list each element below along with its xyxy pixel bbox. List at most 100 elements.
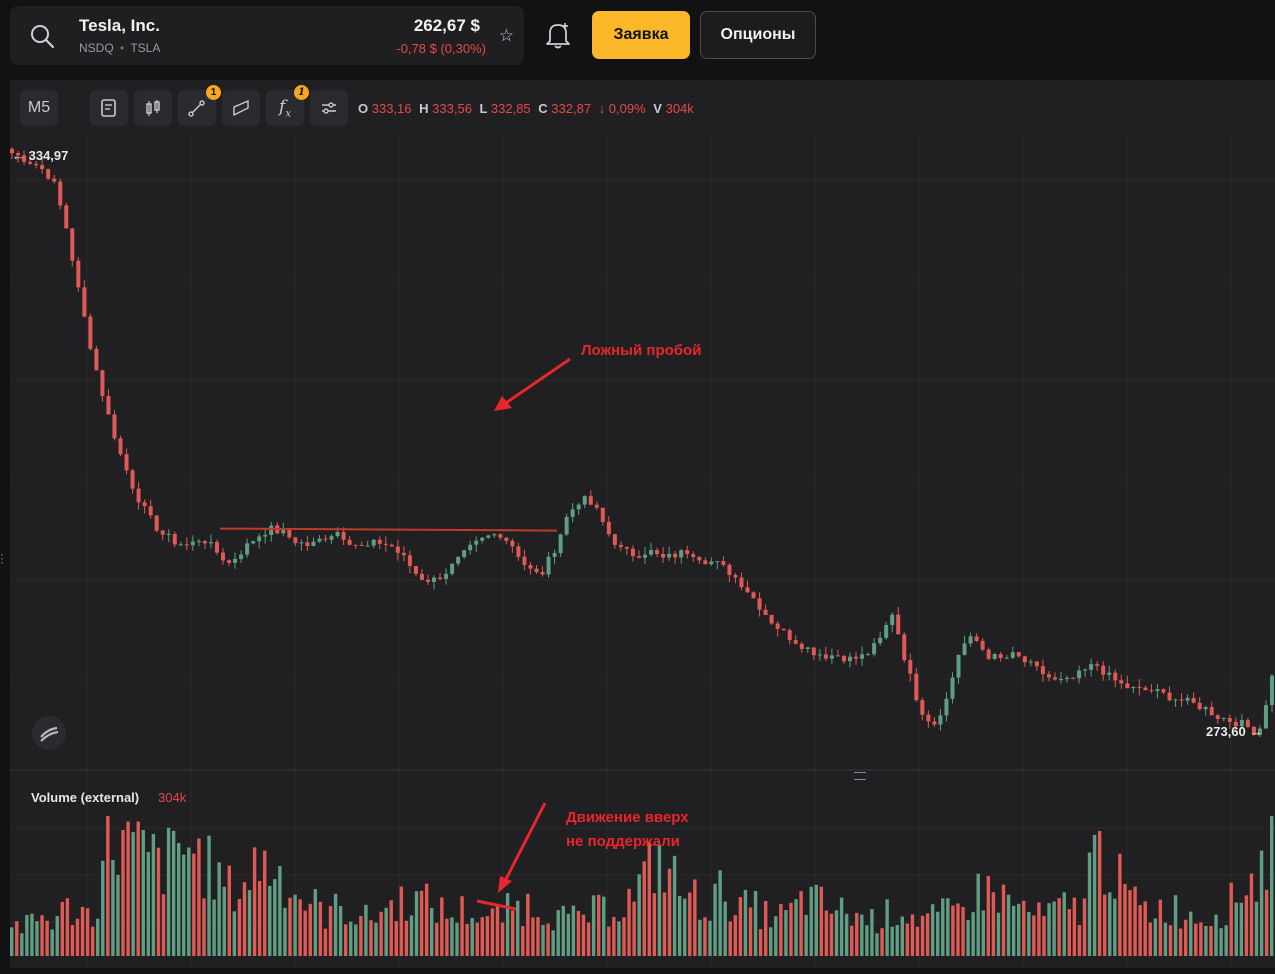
volume-bar	[769, 927, 773, 956]
volume-bar	[1239, 902, 1244, 956]
search-icon[interactable]	[28, 22, 56, 50]
candle-body	[841, 655, 846, 662]
volume-bar	[50, 929, 54, 956]
volume-bar	[551, 930, 555, 956]
volume-bar	[1259, 850, 1264, 956]
volume-bar	[703, 917, 707, 956]
side-drag-icon[interactable]: · · ·	[0, 547, 4, 569]
volume-bar	[850, 925, 854, 956]
candle-body	[1245, 720, 1250, 727]
notes-icon[interactable]	[90, 90, 128, 126]
ohlc-readout: O 333,16 H 333,56 L 332,85 C 332,87 ↓ 0,…	[358, 101, 698, 116]
candle-body	[775, 623, 780, 629]
close-value: 332,87	[551, 101, 592, 116]
volume-bar	[617, 921, 621, 956]
candle-body	[136, 488, 141, 503]
ticker-subtitle: NSDQ • TSLA	[79, 41, 160, 55]
volume-bar	[956, 903, 960, 956]
volume-bar	[227, 865, 231, 956]
pattern-icon[interactable]	[222, 90, 260, 126]
volume-readout: 304k	[665, 101, 694, 116]
candle-body	[667, 553, 672, 558]
volume-bar	[556, 910, 560, 956]
candle-body	[64, 205, 69, 229]
candle-body	[630, 548, 635, 557]
volume-bar	[192, 853, 196, 956]
volume-bar	[1011, 905, 1016, 956]
pane-resize-handle[interactable]	[854, 772, 866, 780]
volume-bar	[804, 914, 808, 956]
candle-body	[854, 656, 859, 659]
volume-bar	[890, 926, 894, 956]
volume-bar	[683, 898, 687, 956]
candle-body	[1065, 677, 1070, 679]
drawing-icon[interactable]: 1	[178, 85, 221, 126]
candle-body	[1107, 672, 1112, 675]
price-chart[interactable]	[10, 80, 1275, 968]
candle-body	[305, 542, 310, 547]
candle-body	[829, 655, 834, 659]
indicators-icon[interactable]: fx 1	[266, 85, 309, 126]
volume-bar	[880, 928, 884, 956]
volume-bar	[607, 926, 611, 956]
candle-body	[419, 573, 424, 580]
volume-bar	[708, 920, 712, 956]
volume-bar	[197, 838, 201, 956]
fx-glyph: fx	[279, 96, 291, 120]
resistance-line	[219, 527, 558, 532]
volume-bar	[1194, 923, 1198, 956]
candle-body	[1016, 652, 1021, 657]
volume-bar	[323, 928, 328, 956]
volume-bar	[182, 854, 186, 956]
volume-bar	[809, 886, 813, 956]
candle-body	[22, 155, 27, 162]
settings-icon[interactable]	[310, 90, 348, 126]
volume-bar	[1249, 873, 1254, 956]
volume-bar	[96, 918, 100, 956]
candle-body	[16, 153, 21, 156]
volume-bar	[510, 910, 515, 956]
options-button[interactable]: Опционы	[700, 11, 816, 59]
tradingview-logo-icon[interactable]	[32, 716, 66, 750]
volume-bar	[627, 888, 631, 956]
price-change: -0,78 $ (0,30%)	[396, 41, 486, 56]
candle-body	[94, 348, 99, 371]
volume-bar	[693, 879, 697, 956]
candle-body	[227, 560, 232, 563]
candle-body	[221, 552, 226, 561]
volume-bar	[1037, 902, 1041, 956]
candle-body	[600, 507, 605, 522]
candle-body	[28, 161, 33, 164]
volume-bar	[435, 922, 439, 956]
volume-bar	[161, 894, 166, 956]
candle-body	[534, 568, 539, 573]
candle-body	[582, 496, 587, 505]
candle-body	[88, 316, 93, 349]
volume-bar	[1163, 922, 1168, 956]
volume-bar	[232, 911, 237, 956]
chart-panel[interactable]: M5 1 fx 1 O 333,16 H 333,56 L 332,85 C 3…	[10, 80, 1275, 968]
indicators-badge: 1	[294, 85, 309, 100]
bell-icon[interactable]	[544, 20, 572, 50]
volume-bar	[1022, 900, 1026, 956]
volume-bar	[156, 847, 161, 956]
candle-body	[1083, 669, 1088, 671]
volume-bar	[430, 907, 434, 956]
candle-body	[245, 543, 250, 555]
candle-body	[383, 543, 388, 545]
ticker-card[interactable]: Tesla, Inc. NSDQ • TSLA 262,67 $ -0,78 $…	[10, 6, 524, 65]
candle-body	[956, 654, 961, 678]
volume-bar	[151, 833, 156, 956]
volume-bar	[1189, 911, 1193, 956]
volume-bar	[885, 899, 889, 956]
star-icon[interactable]: ☆	[498, 26, 514, 45]
volume-bar	[222, 886, 226, 956]
candle-body	[389, 544, 394, 547]
candles-icon[interactable]	[134, 90, 172, 126]
timeframe-button[interactable]: M5	[20, 90, 58, 126]
candle-body	[576, 504, 581, 510]
volume-bar	[1027, 912, 1031, 956]
volume-bar	[516, 900, 520, 956]
candle-body	[781, 628, 786, 631]
order-button[interactable]: Заявка	[592, 11, 690, 59]
